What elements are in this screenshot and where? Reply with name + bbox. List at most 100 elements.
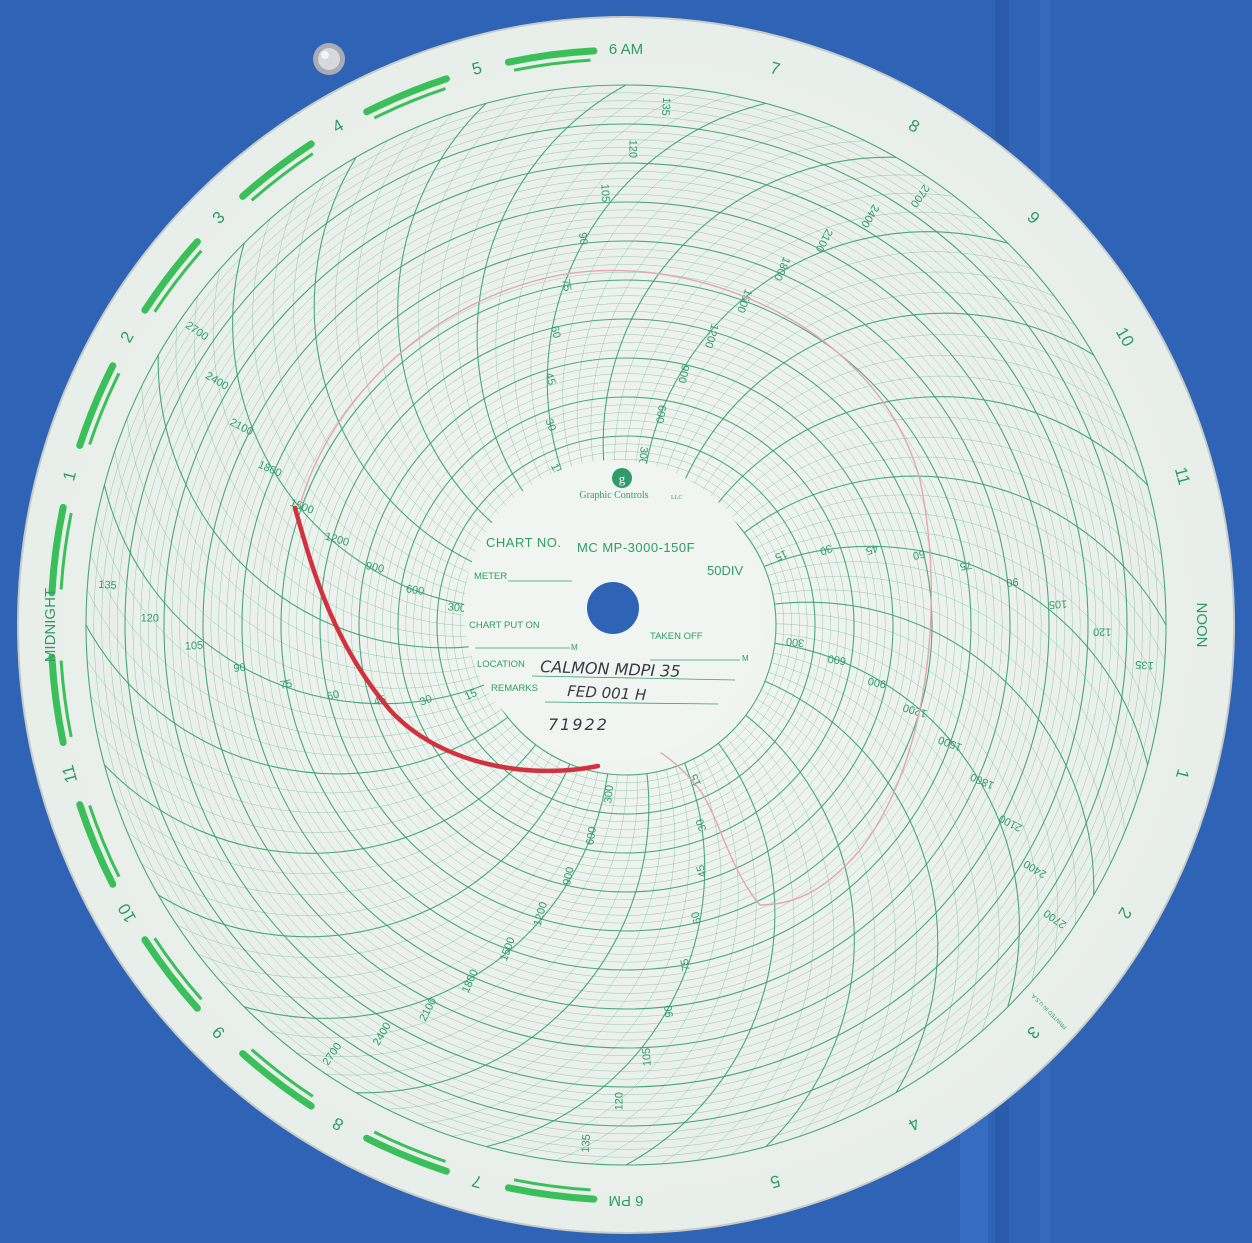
scale-label: 600 <box>653 404 668 424</box>
grid-ring <box>257 256 995 994</box>
time-arc <box>756 698 897 1125</box>
time-arc <box>114 750 544 875</box>
grid-ring <box>405 404 847 846</box>
time-arc <box>194 296 477 627</box>
grid-ring-major <box>124 123 1128 1127</box>
grid-ring <box>132 131 1120 1119</box>
time-arc <box>141 386 480 661</box>
grid-ring <box>233 232 1019 1018</box>
taken-off-m: M <box>742 654 749 663</box>
scale-label: 300 <box>447 601 466 615</box>
time-arc <box>90 554 497 738</box>
hour-band-segment <box>59 660 73 738</box>
scale-label: 90 <box>233 662 247 675</box>
hour-band-segment <box>76 801 117 888</box>
brand-logo-icon <box>612 468 632 488</box>
time-arc <box>96 519 493 721</box>
hour-band-segment <box>239 140 315 200</box>
time-arc <box>141 759 562 916</box>
scale-label: 90 <box>576 232 589 246</box>
time-arc <box>775 623 1058 954</box>
scale-label: 135 <box>1135 658 1154 671</box>
scale-label: 120 <box>613 1092 625 1111</box>
time-arc <box>663 271 1055 480</box>
location-label: LOCATION <box>477 659 525 670</box>
scale-label: 105 <box>185 640 204 653</box>
time-arc-hour <box>313 157 488 570</box>
hour-label: NOON <box>1193 603 1210 648</box>
grid-ring <box>210 209 1042 1041</box>
time-arc <box>495 85 662 502</box>
grid-ring <box>421 420 831 830</box>
grid-ring-major <box>241 240 1011 1010</box>
remarks-line <box>544 701 719 705</box>
time-arc <box>759 529 1156 731</box>
brand-suffix: LLC <box>671 495 682 501</box>
time-arc-hour <box>546 102 766 488</box>
meter-label: METER <box>474 571 507 582</box>
grid-ring <box>148 147 1104 1103</box>
scale-label: 45 <box>694 863 709 878</box>
time-arc-hour <box>763 545 1149 765</box>
time-arc <box>672 292 1076 483</box>
grid-ring <box>366 365 886 885</box>
hour-label: 11 <box>1171 465 1194 487</box>
scale-label: 135 <box>98 579 117 592</box>
hour-band-segment <box>59 512 73 590</box>
time-arc-hour <box>244 773 609 1019</box>
scale-label: 600 <box>405 583 425 598</box>
brand-logo-letter: g <box>619 471 626 486</box>
time-arc <box>755 512 1162 696</box>
hour-label: 7 <box>768 58 782 79</box>
hour-label: 5 <box>768 1171 782 1192</box>
hour-label: 6 AM <box>609 41 643 58</box>
scale-label: 900 <box>867 674 888 690</box>
time-arc-hour <box>355 773 650 1094</box>
grid-ring <box>179 178 1073 1072</box>
grid-ring <box>413 412 839 838</box>
grid-ring <box>101 100 1151 1150</box>
grid-ring <box>265 264 987 986</box>
time-arc <box>590 748 757 1165</box>
remarks-value: FED 001 H <box>567 682 647 704</box>
grid-ring <box>218 217 1034 1033</box>
hour-label: 11 <box>58 763 81 785</box>
divisions-label: 50DIV <box>707 563 743 578</box>
scale-label: 15 <box>688 772 704 788</box>
scale-label: 45 <box>542 371 557 386</box>
center-hole <box>587 582 639 634</box>
scale-label: 60 <box>689 910 704 925</box>
hour-band-segment <box>504 1184 598 1203</box>
brand-logo: g Graphic Controls LLC <box>579 468 682 501</box>
hour-band-segment <box>513 1178 591 1192</box>
grid-ring <box>304 303 948 947</box>
time-arc <box>293 175 484 579</box>
time-arc <box>737 456 1165 590</box>
grid-ring <box>116 115 1136 1135</box>
time-arc <box>555 754 739 1161</box>
time-arc-hour <box>745 714 855 1147</box>
grid-ring-major <box>397 396 855 854</box>
hour-band-segment <box>153 249 203 313</box>
time-arc <box>114 451 485 689</box>
time-arc <box>577 125 833 481</box>
time-arc <box>771 662 980 1054</box>
hour-band-segment <box>239 1050 315 1110</box>
time-arc <box>126 755 553 896</box>
time-arc-hour <box>397 103 507 536</box>
grid-ring-major <box>436 435 816 815</box>
hour-band-segment <box>250 152 314 202</box>
location-line <box>531 675 736 681</box>
time-arc-hour <box>486 762 706 1148</box>
chart-grid <box>85 84 1167 1166</box>
scale-label: 600 <box>584 826 599 846</box>
grid-ring <box>171 170 1081 1080</box>
scale-label: 900 <box>561 866 577 887</box>
time-arc <box>297 774 628 1057</box>
grid-ring <box>460 459 792 791</box>
time-arc <box>90 695 522 813</box>
grid-ring <box>444 443 808 807</box>
time-arc <box>731 722 835 1155</box>
scale-label: 600 <box>827 652 847 667</box>
grid-ring <box>389 388 863 862</box>
